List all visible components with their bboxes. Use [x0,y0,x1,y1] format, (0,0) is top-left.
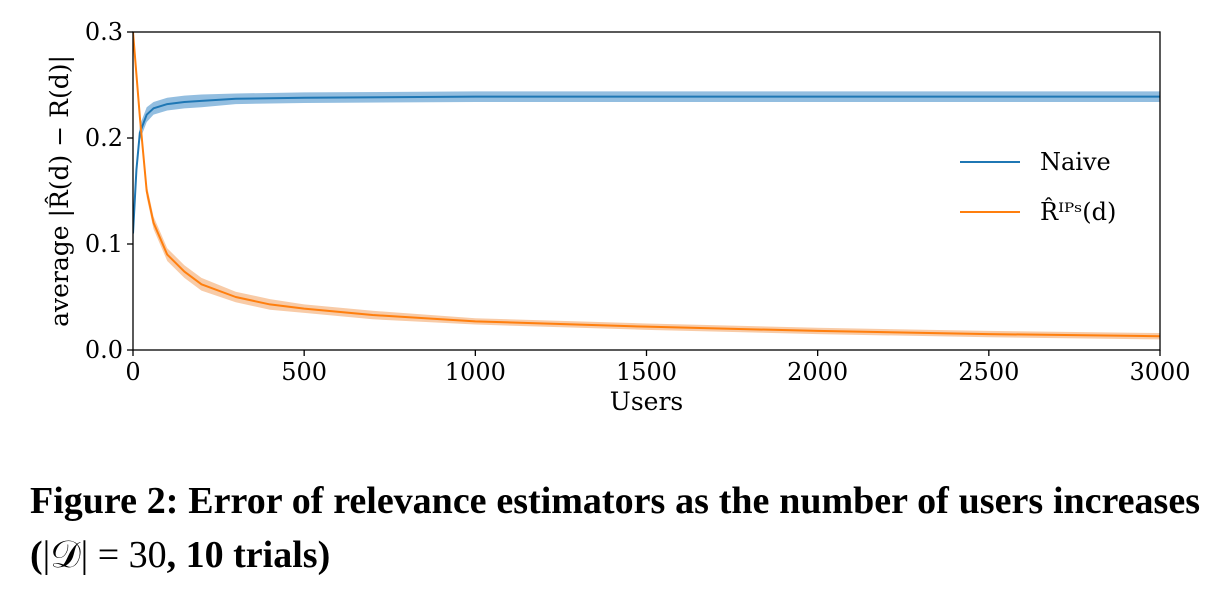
legend-label-1: R̂ᴵᴾˢ(d) [1040,198,1116,226]
x-tick-label: 3000 [1129,358,1190,386]
caption-lead: Figure 2: Error of relevance estimators … [30,480,1200,576]
figure-caption: Figure 2: Error of relevance estimators … [30,474,1200,582]
x-tick-label: 2500 [958,358,1019,386]
x-axis-label: Users [610,387,683,416]
y-tick-label: 0.2 [85,124,123,152]
y-tick-label: 0.3 [85,18,123,46]
x-tick-label: 500 [281,358,327,386]
y-tick-label: 0.0 [85,336,123,364]
axes: 0 500 1000 1500 2000 2500 3000 0.0 0.1 0.2 0.3 User… [45,18,1191,416]
series-line-0 [133,95,1160,234]
series-line-1 [133,32,1160,338]
series-band-1 [133,32,1160,340]
legend: Naive R̂ᴵᴾˢ(d) [960,148,1116,226]
x-tick-label: 1500 [616,358,677,386]
caption-tail: , 10 trials) [166,534,331,576]
chart: 0 500 1000 1500 2000 2500 3000 0.0 0.1 0.2 0.3 User… [45,18,1191,416]
y-axis-label: average |R̂(d) − R(d)| [45,55,75,327]
series-band-0 [133,91,1160,238]
y-tick-label: 0.1 [85,230,123,258]
x-tick-label: 2000 [787,358,848,386]
plot-area [133,32,1160,340]
legend-label-0: Naive [1040,148,1111,176]
caption-math: |𝒟| = 30 [42,534,167,576]
x-tick-label: 0 [125,358,140,386]
x-tick-label: 1000 [445,358,506,386]
